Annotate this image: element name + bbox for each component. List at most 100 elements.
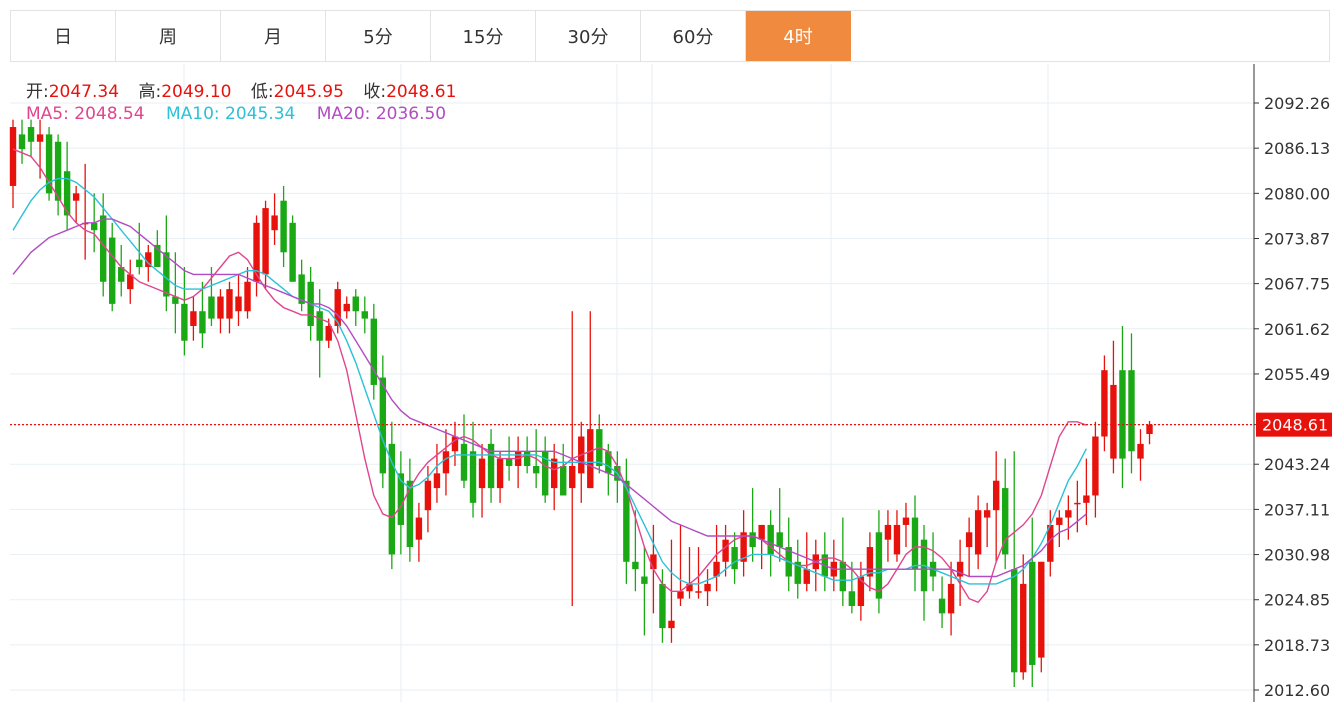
candle-body xyxy=(1047,524,1054,562)
candle-body xyxy=(36,134,44,142)
high-value: 2049.10 xyxy=(161,82,232,102)
candle-body xyxy=(956,561,964,577)
y-tick-label: 2030.98 xyxy=(1264,546,1330,565)
last-price-label: 2048.61 xyxy=(1262,416,1328,435)
candle-body xyxy=(605,451,612,474)
candle-body xyxy=(983,510,991,518)
tab-month[interactable]: 月 xyxy=(221,11,326,61)
high-label: 高: xyxy=(138,82,162,102)
candle-body xyxy=(406,480,414,548)
candle-body xyxy=(244,281,251,312)
y-tick-label: 2067.75 xyxy=(1264,275,1330,294)
candle-body xyxy=(478,458,486,489)
candle-body xyxy=(632,561,639,570)
candle-body xyxy=(145,252,152,268)
y-tick-label: 2086.13 xyxy=(1264,139,1330,158)
candle-body xyxy=(289,222,296,282)
candle-body xyxy=(884,524,892,540)
candle-body xyxy=(496,458,504,489)
candle-body xyxy=(875,532,883,599)
candle-body xyxy=(118,267,125,282)
candle-body xyxy=(731,547,738,570)
candle-body xyxy=(9,127,17,186)
candle-body xyxy=(505,458,513,466)
candle-body xyxy=(487,443,495,489)
candle-body xyxy=(424,480,432,511)
ohlc-readout: 开:2047.34 高:2049.10 低:2045.95 收:2048.61 xyxy=(26,77,470,102)
tab-15min[interactable]: 15分 xyxy=(431,11,536,61)
y-tick-label: 2018.73 xyxy=(1264,636,1330,655)
candle-body xyxy=(992,480,1000,511)
candle-body xyxy=(226,289,233,319)
candle-body xyxy=(316,311,323,341)
y-tick-label: 2012.60 xyxy=(1264,681,1330,700)
tab-60min[interactable]: 60分 xyxy=(641,11,746,61)
candle-body xyxy=(1020,583,1027,673)
candle-body xyxy=(253,222,260,282)
candle-body xyxy=(947,583,955,614)
candle-body xyxy=(45,134,53,194)
candle-body xyxy=(902,517,910,525)
candle-body xyxy=(415,517,423,540)
candle-body xyxy=(776,532,783,548)
ma-line-ma10 xyxy=(12,177,1088,585)
candle-body xyxy=(767,524,774,555)
y-tick-label: 2037.11 xyxy=(1264,500,1330,519)
candle-body xyxy=(54,141,62,201)
open-label: 开: xyxy=(26,82,49,102)
candle-body xyxy=(686,583,693,592)
candle-body xyxy=(469,451,477,503)
candle-body xyxy=(217,296,224,319)
candle-body xyxy=(136,259,143,268)
candle-body xyxy=(541,451,549,496)
candle-body xyxy=(794,561,801,584)
tab-5min[interactable]: 5分 xyxy=(326,11,431,61)
candle-body xyxy=(893,524,901,555)
tab-30min[interactable]: 30分 xyxy=(536,11,641,61)
y-tick-label: 2024.85 xyxy=(1264,591,1330,610)
candle-body xyxy=(659,583,666,629)
candle-body xyxy=(1056,517,1063,525)
candle-body xyxy=(713,561,720,577)
tab-week[interactable]: 周 xyxy=(116,11,221,61)
ma20-value: 2036.50 xyxy=(375,104,447,124)
ma20-label: MA20: xyxy=(316,104,371,124)
candle-body xyxy=(523,451,531,466)
candle-body xyxy=(560,465,567,496)
candle-body xyxy=(569,465,576,489)
tab-day[interactable]: 日 xyxy=(11,11,116,61)
candle-body xyxy=(18,134,26,150)
candle-body xyxy=(1011,569,1018,673)
y-tick-label: 2043.24 xyxy=(1264,455,1330,474)
candle-body xyxy=(379,377,387,474)
candle-body xyxy=(334,289,341,326)
candle-body xyxy=(650,554,657,570)
candle-body xyxy=(1083,495,1090,503)
candle-body xyxy=(740,532,747,562)
tab-4hour[interactable]: 4时 xyxy=(746,11,851,61)
candle-body xyxy=(1119,370,1126,459)
candle-body xyxy=(27,127,35,142)
candle-body xyxy=(280,200,287,253)
candle-body xyxy=(1146,424,1153,435)
candle-body xyxy=(965,532,973,548)
candle-body xyxy=(1029,561,1036,665)
candle-body xyxy=(866,547,874,577)
ma-readout: MA5: 2048.54 MA10: 2045.34 MA20: 2036.50 xyxy=(26,104,446,124)
candle-body xyxy=(749,532,756,548)
candle-body xyxy=(90,222,98,231)
candle-body xyxy=(181,303,188,341)
candle-body xyxy=(100,215,107,282)
candle-body xyxy=(262,208,269,275)
candle-body xyxy=(154,244,161,268)
y-tick-label: 2073.87 xyxy=(1264,230,1330,249)
candle-body xyxy=(63,171,71,216)
candle-body xyxy=(587,429,594,489)
candle-body xyxy=(1002,488,1009,555)
candle-body xyxy=(370,318,377,385)
candle-body xyxy=(172,296,179,304)
candle-body xyxy=(388,443,396,555)
candle-body xyxy=(298,274,305,304)
candle-body xyxy=(974,510,982,555)
